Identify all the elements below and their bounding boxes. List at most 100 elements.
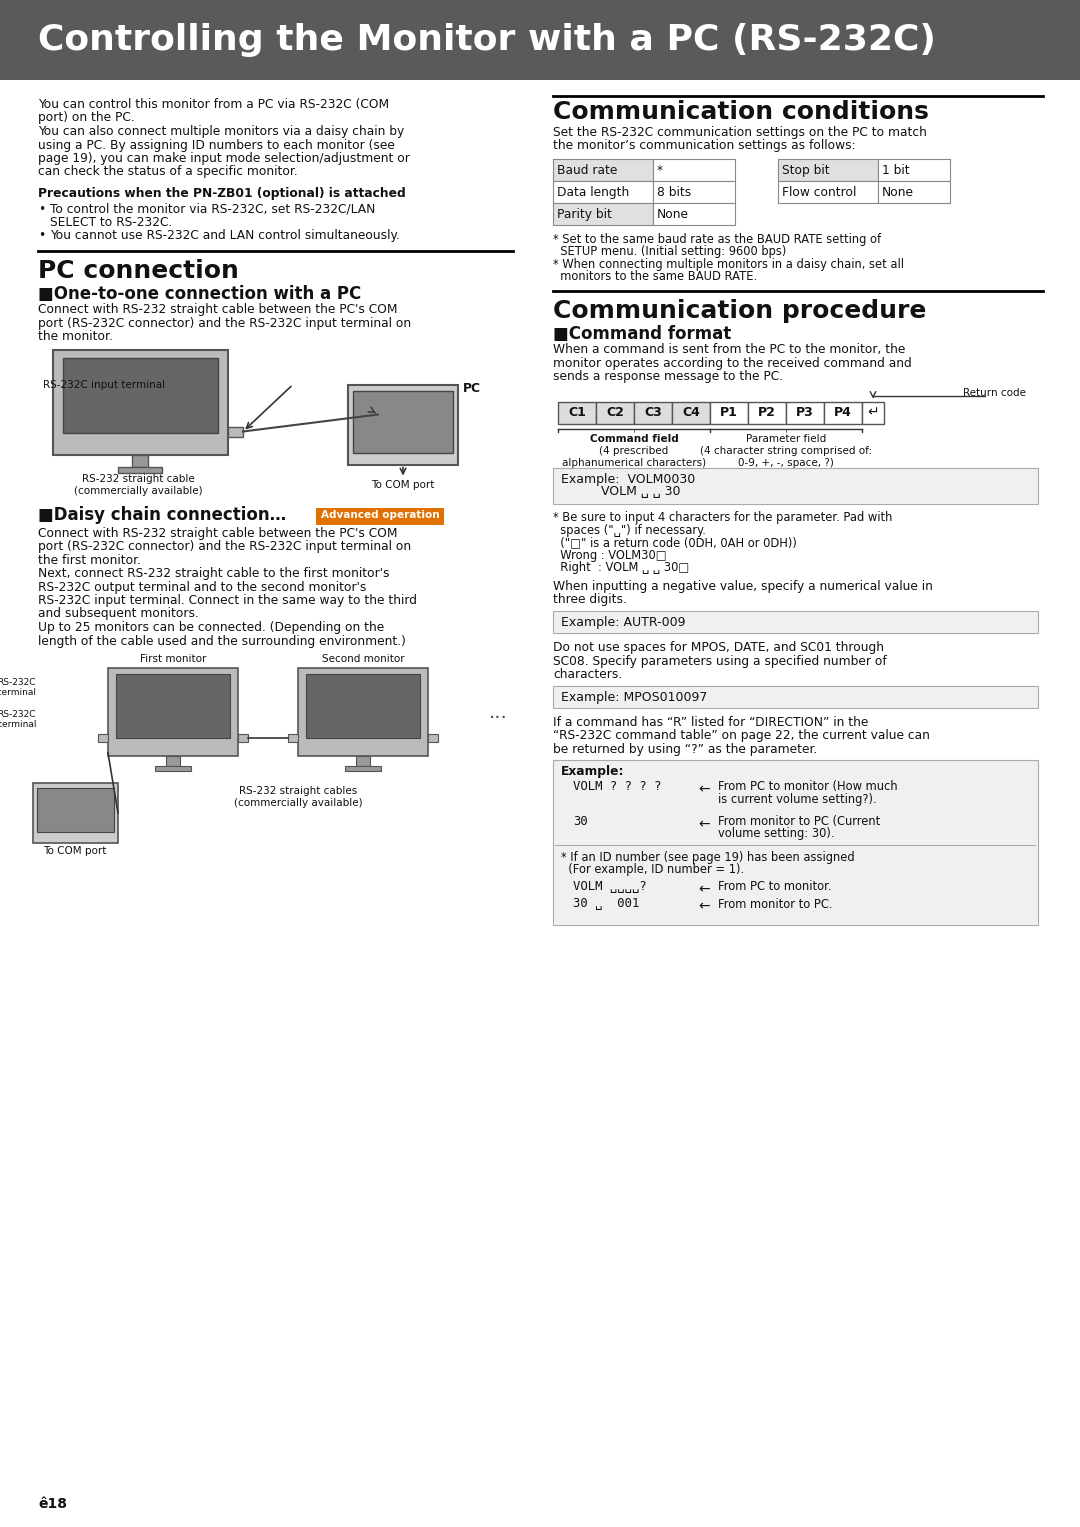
Bar [0, 0, 1080, 79]
Bar [653, 159, 735, 182]
Text: To COM port: To COM port [43, 846, 107, 857]
Text: Return code: Return code [963, 388, 1026, 397]
Text: using a PC. By assigning ID numbers to each monitor (see: using a PC. By assigning ID numbers to e… [38, 139, 395, 151]
Text: * Set to the same baud rate as the BAUD RATE setting of: * Set to the same baud rate as the BAUD … [553, 234, 881, 246]
Text: be returned by using “?” as the parameter.: be returned by using “?” as the paramete… [553, 742, 818, 756]
Text: * Be sure to input 4 characters for the parameter. Pad with: * Be sure to input 4 characters for the … [553, 512, 892, 524]
Bar [672, 402, 710, 423]
Text: Precautions when the PN-ZB01 (optional) is attached: Precautions when the PN-ZB01 (optional) … [38, 186, 406, 200]
Bar [596, 402, 634, 423]
Bar [553, 182, 653, 203]
Text: •: • [38, 203, 45, 215]
Text: *: * [657, 163, 663, 177]
Bar [786, 402, 824, 423]
Text: (4 prescribed: (4 prescribed [599, 446, 669, 457]
Text: Set the RS-232C communication settings on the PC to match: Set the RS-232C communication settings o… [553, 127, 927, 139]
Text: the monitor.: the monitor. [38, 330, 113, 344]
Text: Parameter field: Parameter field [746, 435, 826, 444]
Text: Next, connect RS-232 straight cable to the first monitor's: Next, connect RS-232 straight cable to t… [38, 567, 390, 580]
Text: output terminal: output terminal [0, 689, 36, 696]
Bar [878, 159, 950, 182]
Text: input terminal: input terminal [0, 721, 36, 728]
Bar [553, 760, 1038, 925]
Text: Command field: Command field [590, 435, 678, 444]
Text: P3: P3 [796, 406, 814, 418]
Text: ■One-to-one connection with a PC: ■One-to-one connection with a PC [38, 286, 361, 302]
Text: C2: C2 [606, 406, 624, 418]
Text: ■Command format: ■Command format [553, 325, 731, 344]
Bar [166, 756, 180, 767]
Bar [824, 402, 862, 423]
Text: Advanced operation: Advanced operation [321, 510, 440, 521]
Text: * If an ID number (see page 19) has been assigned: * If an ID number (see page 19) has been… [561, 851, 854, 864]
Text: sends a response message to the PC.: sends a response message to the PC. [553, 370, 783, 383]
Bar [356, 756, 370, 767]
Bar [348, 385, 458, 464]
Text: You can control this monitor from a PC via RS-232C (COM: You can control this monitor from a PC v… [38, 98, 389, 111]
Text: None: None [882, 186, 914, 199]
Text: Example: MPOS010097: Example: MPOS010097 [561, 690, 707, 704]
Bar [553, 203, 653, 224]
Text: RS-232C output terminal and to the second monitor's: RS-232C output terminal and to the secon… [38, 580, 366, 594]
Bar [778, 182, 878, 203]
Bar [345, 767, 381, 771]
Text: Second monitor: Second monitor [322, 654, 404, 664]
Bar [132, 455, 148, 467]
Text: spaces ("␣") if necessary.: spaces ("␣") if necessary. [553, 524, 706, 538]
Text: and subsequent monitors.: and subsequent monitors. [38, 608, 199, 620]
Text: 8 bits: 8 bits [657, 186, 691, 199]
Text: Stop bit: Stop bit [782, 163, 829, 177]
Text: 1 bit: 1 bit [882, 163, 909, 177]
Bar [156, 767, 191, 771]
Text: PC: PC [463, 382, 481, 395]
Text: port) on the PC.: port) on the PC. [38, 111, 135, 125]
Bar [710, 402, 748, 423]
Bar [108, 667, 238, 756]
Text: Parity bit: Parity bit [557, 208, 612, 221]
Text: ■Daisy chain connection…: ■Daisy chain connection… [38, 507, 286, 524]
Text: Connect with RS-232 straight cable between the PC's COM: Connect with RS-232 straight cable betwe… [38, 527, 397, 539]
Text: (For example, ID number = 1).: (For example, ID number = 1). [561, 863, 744, 876]
Text: •: • [38, 229, 45, 243]
Text: Example:: Example: [561, 765, 624, 777]
Text: C1: C1 [568, 406, 586, 418]
Text: SETUP menu. (Initial setting: 9600 bps): SETUP menu. (Initial setting: 9600 bps) [553, 246, 786, 258]
Bar [53, 350, 228, 455]
Text: Communication procedure: Communication procedure [553, 299, 927, 324]
Text: “RS-232C command table” on page 22, the current value can: “RS-232C command table” on page 22, the … [553, 728, 930, 742]
Text: Connect with RS-232 straight cable between the PC's COM: Connect with RS-232 straight cable betwe… [38, 302, 397, 316]
Text: PC connection: PC connection [38, 260, 239, 282]
Text: port (RS-232C connector) and the RS-232C input terminal on: port (RS-232C connector) and the RS-232C… [38, 541, 411, 553]
Text: RS-232C input terminal. Connect in the same way to the third: RS-232C input terminal. Connect in the s… [38, 594, 417, 608]
Text: ...: ... [488, 702, 508, 721]
Text: * When connecting multiple monitors in a daisy chain, set all: * When connecting multiple monitors in a… [553, 258, 904, 270]
Text: alphanumerical characters): alphanumerical characters) [562, 458, 706, 467]
Text: From PC to monitor.: From PC to monitor. [718, 880, 832, 893]
Text: (commercially available): (commercially available) [73, 487, 202, 496]
Text: RS-232 straight cable: RS-232 straight cable [82, 475, 194, 484]
Text: 0-9, +, -, space, ?): 0-9, +, -, space, ?) [738, 458, 834, 467]
Text: 30: 30 [573, 815, 588, 828]
Text: Wrong : VOLM30□: Wrong : VOLM30□ [553, 550, 666, 562]
Bar [298, 667, 428, 756]
Bar [553, 159, 653, 182]
Bar [748, 402, 786, 423]
Text: Up to 25 monitors can be connected. (Depending on the: Up to 25 monitors can be connected. (Dep… [38, 621, 384, 634]
Text: ←: ← [698, 782, 710, 796]
Text: From monitor to PC.: From monitor to PC. [718, 898, 833, 910]
Text: Flow control: Flow control [782, 186, 856, 199]
Bar [238, 734, 248, 742]
Bar [118, 467, 162, 472]
Text: page 19), you can make input mode selection/adjustment or: page 19), you can make input mode select… [38, 153, 410, 165]
Bar [316, 507, 444, 524]
Text: (4 character string comprised of:: (4 character string comprised of: [700, 446, 872, 457]
Bar [428, 734, 438, 742]
Text: can check the status of a specific monitor.: can check the status of a specific monit… [38, 165, 298, 179]
Bar [778, 159, 878, 182]
Text: None: None [657, 208, 689, 221]
Text: P2: P2 [758, 406, 775, 418]
Text: First monitor: First monitor [139, 654, 206, 664]
Text: SELECT to RS-232C.: SELECT to RS-232C. [50, 215, 173, 229]
Bar [98, 734, 108, 742]
Bar [228, 426, 243, 437]
